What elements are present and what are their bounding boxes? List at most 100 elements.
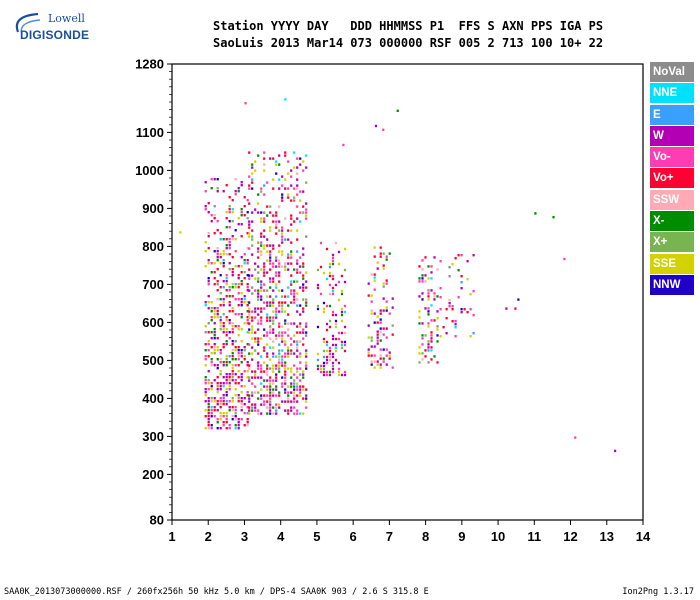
echo-point <box>325 340 329 344</box>
echo-point <box>328 370 332 374</box>
echo-point <box>251 292 254 295</box>
echo-point <box>275 220 278 223</box>
echo-point <box>305 304 308 307</box>
echo-point <box>260 403 263 406</box>
echo-point <box>213 262 216 265</box>
echo-point <box>433 298 436 301</box>
echo-point <box>328 325 332 329</box>
echo-point <box>251 391 254 394</box>
echo-point <box>281 382 284 385</box>
echo-point <box>272 265 275 268</box>
echo-point <box>299 271 302 274</box>
echo-point <box>222 376 225 379</box>
echo-point <box>343 349 347 353</box>
echo-point <box>293 373 296 376</box>
y-tick-label: 300 <box>142 429 164 444</box>
echo-point <box>430 271 433 274</box>
echo-point <box>287 394 290 397</box>
echo-point <box>266 343 269 346</box>
echo-point <box>284 361 287 364</box>
echo-point <box>382 267 385 270</box>
echo-point <box>228 196 231 199</box>
echo-point <box>382 282 385 285</box>
echo-point <box>257 271 260 274</box>
echo-point <box>216 253 219 256</box>
echo-point <box>272 244 275 247</box>
echo-point <box>219 418 222 421</box>
echo-point <box>237 325 240 328</box>
echo-point <box>436 328 439 331</box>
echo-point <box>340 292 344 296</box>
echo-point <box>290 199 293 202</box>
echo-point <box>257 307 260 310</box>
echo-point <box>216 391 219 394</box>
echo-point <box>225 244 228 247</box>
echo-point <box>243 412 246 415</box>
echo-point <box>228 208 231 211</box>
echo-point <box>207 412 210 415</box>
echo-point <box>296 331 299 334</box>
echo-point <box>237 223 240 226</box>
echo-point <box>222 343 225 346</box>
echo-point <box>305 406 308 409</box>
echo-point <box>290 367 293 370</box>
echo-point <box>263 220 266 223</box>
echo-point <box>251 172 254 175</box>
echo-point <box>204 427 207 430</box>
echo-point <box>427 292 430 295</box>
echo-point <box>251 319 254 322</box>
y-tick-label: 1280 <box>135 57 164 72</box>
echo-point <box>243 298 246 301</box>
echo-point <box>237 394 240 397</box>
echo-point <box>305 367 308 370</box>
echo-point <box>305 355 308 358</box>
echo-point <box>248 406 251 409</box>
echo-point <box>216 298 219 301</box>
echo-point <box>445 317 448 320</box>
echo-point <box>340 319 344 323</box>
echo-point <box>269 226 272 229</box>
y-tick-label: 1000 <box>135 163 164 178</box>
echo-point <box>284 187 287 190</box>
echo-point <box>213 346 216 349</box>
echo-point <box>343 280 347 284</box>
echo-point <box>222 421 225 424</box>
echo-point <box>302 370 305 373</box>
echo-point <box>225 379 228 382</box>
echo-point <box>278 334 281 337</box>
echo-point <box>430 277 433 280</box>
echo-point <box>260 295 263 298</box>
echo-point <box>284 367 287 370</box>
echo-point <box>243 346 246 349</box>
echo-point <box>287 412 290 415</box>
echo-point <box>337 361 341 365</box>
echo-point <box>213 349 216 352</box>
echo-point <box>216 409 219 412</box>
echo-point <box>574 436 577 439</box>
echo-point <box>331 292 335 296</box>
echo-point <box>385 255 388 258</box>
echo-point <box>418 316 421 319</box>
echo-point <box>216 418 219 421</box>
echo-point <box>278 259 281 262</box>
echo-point <box>299 394 302 397</box>
echo-point <box>319 370 323 374</box>
echo-point <box>376 321 379 324</box>
legend-item-vo-: Vo- <box>650 147 694 168</box>
echo-point <box>213 313 216 316</box>
echo-point <box>421 298 424 301</box>
echo-point <box>373 321 376 324</box>
echo-point <box>284 238 287 241</box>
echo-point <box>225 226 228 229</box>
echo-point <box>263 157 266 160</box>
y-tick-label: 900 <box>142 201 164 216</box>
echo-point <box>231 358 234 361</box>
echo-point <box>248 274 251 277</box>
echo-point <box>418 322 421 325</box>
echo-point <box>257 343 260 346</box>
echo-point <box>385 258 388 261</box>
echo-point <box>373 273 376 276</box>
echo-point <box>246 343 249 346</box>
echo-point <box>469 308 472 311</box>
echo-point <box>216 280 219 283</box>
